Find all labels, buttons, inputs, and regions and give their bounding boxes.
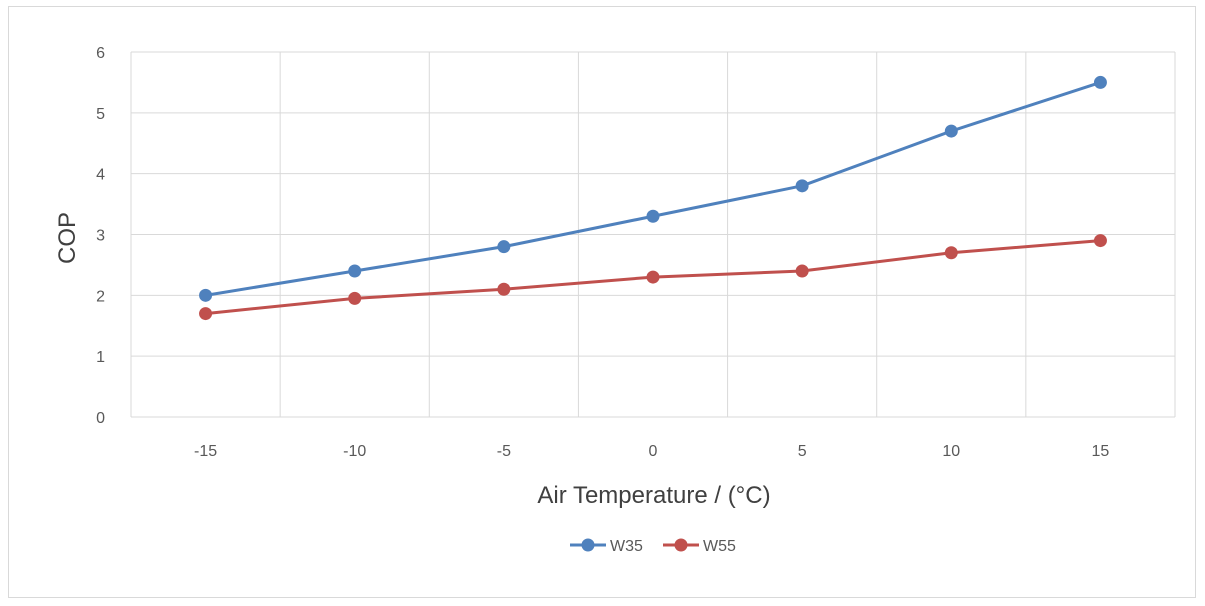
- data-point: [944, 246, 958, 260]
- data-point: [348, 291, 362, 305]
- x-axis-ticks: -15 -10 -5 0 5 10 15: [194, 443, 1109, 460]
- data-point: [1093, 75, 1107, 89]
- x-tick-label: 15: [1092, 443, 1110, 460]
- y-tick-label: 0: [96, 410, 105, 427]
- legend-swatch-marker: [674, 538, 688, 552]
- data-point: [795, 264, 809, 278]
- data-point: [944, 124, 958, 138]
- legend-item-w35: W35: [570, 538, 643, 555]
- chart-frame: [8, 6, 1196, 598]
- data-point: [497, 240, 511, 254]
- x-tick-label: 0: [649, 443, 658, 460]
- series-w35: [199, 75, 1107, 302]
- series-layer: [199, 75, 1107, 321]
- legend: W35 W55: [570, 538, 736, 555]
- x-tick-label: -15: [194, 443, 217, 460]
- x-axis-title: Air Temperature / (°C): [537, 482, 770, 509]
- y-tick-label: 1: [96, 349, 105, 366]
- legend-label: W35: [610, 538, 643, 555]
- y-tick-label: 6: [96, 45, 105, 62]
- legend-swatch-marker: [581, 538, 595, 552]
- y-axis-ticks: 0 1 2 3 4 5 6: [96, 45, 105, 427]
- x-tick-label: -5: [497, 443, 511, 460]
- data-point: [795, 179, 809, 193]
- y-tick-label: 2: [96, 288, 105, 305]
- data-point: [199, 288, 213, 302]
- y-axis-title: COP: [54, 212, 81, 264]
- x-tick-label: 5: [798, 443, 807, 460]
- legend-label: W55: [703, 538, 736, 555]
- data-point: [497, 282, 511, 296]
- series-line: [204, 80, 1102, 297]
- data-point: [646, 270, 660, 284]
- gridlines: [130, 51, 1176, 418]
- data-point: [1093, 234, 1107, 248]
- y-tick-label: 4: [96, 167, 105, 184]
- y-tick-label: 3: [96, 228, 105, 245]
- x-tick-label: 10: [942, 443, 960, 460]
- data-point: [199, 307, 213, 321]
- data-point: [348, 264, 362, 278]
- data-point: [646, 209, 660, 223]
- x-tick-label: -10: [343, 443, 366, 460]
- y-tick-label: 5: [96, 106, 105, 123]
- legend-item-w55: W55: [663, 538, 736, 555]
- series-w55: [199, 234, 1107, 321]
